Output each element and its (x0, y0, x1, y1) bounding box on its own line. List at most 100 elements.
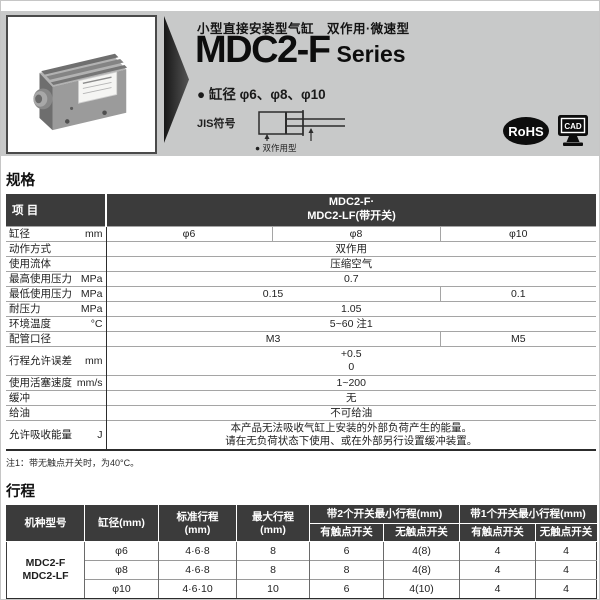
spec-row: 允许吸收能量 J 本产品无法吸收气缸上安装的外部负荷产生的能量。 请在无负荷状态下使用… (6, 420, 597, 450)
stroke-header-standard: 标准行程 (mm) (158, 505, 237, 542)
spec-row: 最低使用压力 MPa 0.15 0.1 (6, 286, 597, 302)
cad-icon: CAD (556, 114, 590, 152)
stroke-row: φ10 4·6·10 10 6 4(10) 4 4 (7, 579, 597, 599)
stroke-header-model: 机种型号 (6, 505, 85, 542)
spec-section-title: 规格 (6, 173, 35, 189)
spec-label-unit: J (97, 428, 103, 441)
spec-value-cell: +0.5 0 (106, 346, 597, 376)
product-photo (6, 15, 157, 154)
spec-value-cell: 不可给油 (106, 405, 597, 421)
series-title: MDC2-F Series (195, 29, 406, 72)
spec-row-label: 使用活塞速度 mm/s (6, 375, 107, 391)
stroke-max-cell: 8 (236, 560, 310, 580)
spec-label-text: 使用活塞速度 (9, 376, 72, 389)
stroke-one-contactless-cell: 4 (535, 579, 597, 599)
spec-label-text: 缸径 (9, 227, 30, 240)
stroke-header-contactless: 无触点开关 (383, 523, 461, 542)
spec-value-cell: M5 (440, 331, 597, 347)
header-arrow-decoration (164, 16, 189, 143)
spec-value-cell: φ8 (272, 226, 441, 242)
stroke-standard-cell: 4·6·8 (158, 541, 237, 561)
spec-row-label: 最高使用压力 MPa (6, 271, 107, 287)
stroke-header-contact: 有触点开关 (309, 523, 384, 542)
spec-label-text: 行程允许误差 (9, 354, 72, 367)
spec-value-cell: 0.15 (106, 286, 441, 302)
spec-row: 缓冲 无 (6, 390, 597, 406)
spec-col-header-model: MDC2-F· MDC2-LF(带开关) (106, 194, 597, 227)
spec-value-cell: φ10 (440, 226, 597, 242)
jis-cylinder-symbol-icon (253, 108, 353, 147)
stroke-one-contactless-cell: 4 (535, 560, 597, 580)
stroke-one-contact-cell: 4 (459, 541, 537, 561)
stroke-model-cell: MDC2-F MDC2-LF (6, 541, 85, 599)
stroke-header-bore: 缸径(mm) (84, 505, 159, 542)
spec-label-text: 环境温度 (9, 317, 51, 330)
spec-row: 缸径 mm φ6 φ8 φ10 (6, 226, 597, 242)
stroke-section-title: 行程 (6, 484, 35, 500)
spec-row-label: 配管口径 (6, 331, 107, 347)
stroke-bore-cell: φ6 (84, 541, 159, 561)
cylinder-product-image (32, 53, 127, 130)
spec-value-cell: φ6 (106, 226, 273, 242)
spec-row-label: 缓冲 (6, 390, 107, 406)
spec-row-label: 使用流体 (6, 256, 107, 272)
stroke-two-contactless-cell: 4(8) (383, 560, 461, 580)
stroke-two-contact-cell: 6 (309, 579, 384, 599)
spec-label-unit: mm/s (76, 376, 103, 389)
specifications-table: 项 目 MDC2-F· MDC2-LF(带开关) 缸径 mm φ6 φ8 φ10 动作方式 双作用… (6, 194, 597, 451)
jis-symbol-caption: ● 双作用型 (255, 143, 297, 153)
spec-label-text: 最高使用压力 (9, 272, 72, 285)
stroke-bore-cell: φ8 (84, 560, 159, 580)
spec-row: 行程允许误差 mm +0.5 0 (6, 346, 597, 376)
spec-row: 使用活塞速度 mm/s 1~200 (6, 375, 597, 391)
stroke-header-two-switch: 带2个开关最小行程(mm) (309, 505, 461, 524)
spec-value-cell: 0.1 (440, 286, 597, 302)
spec-label-text: 最低使用压力 (9, 287, 72, 300)
spec-row: 最高使用压力 MPa 0.7 (6, 271, 597, 287)
spec-row: 耐压力 MPa 1.05 (6, 301, 597, 317)
stroke-max-cell: 8 (236, 541, 310, 561)
stroke-standard-cell: 4·6·8 (158, 560, 237, 580)
spec-row-label: 给油 (6, 405, 107, 421)
stroke-bore-cell: φ10 (84, 579, 159, 599)
spec-value-cell: M3 (106, 331, 441, 347)
page-content: 规格 项 目 MDC2-F· MDC2-LF(带开关) 缸径 mm φ6 φ8 φ10 动作方式… (1, 169, 599, 599)
spec-label-text: 动作方式 (9, 242, 51, 255)
stroke-two-contactless-cell: 4(8) (383, 541, 461, 561)
spec-row: 给油 不可给油 (6, 405, 597, 421)
spec-row-label: 环境温度 °C (6, 316, 107, 332)
bore-sizes-line: ● 缸径 φ6、φ8、φ10 (197, 87, 326, 102)
spec-col-header-item: 项 目 (6, 194, 107, 227)
header-banner: 小型直接安装型气缸 双作用·微速型 MDC2-F Series ● 缸径 φ6、… (1, 11, 599, 156)
spec-row-label: 耐压力 MPa (6, 301, 107, 317)
spec-value-cell: 无 (106, 390, 597, 406)
spec-label-text: 使用流体 (9, 257, 51, 270)
spec-value-cell: 本产品无法吸收气缸上安装的外部负荷产生的能量。 请在无负荷状态下使用、或在外部另行… (106, 420, 597, 450)
stroke-standard-cell: 4·6·10 (158, 579, 237, 599)
stroke-two-contact-cell: 6 (309, 541, 384, 561)
spec-label-unit: °C (90, 317, 103, 330)
spec-label-text: 配管口径 (9, 332, 51, 345)
spec-label-unit: mm (85, 354, 103, 367)
stroke-two-contact-cell: 8 (309, 560, 384, 580)
spec-value-cell: 1~200 (106, 375, 597, 391)
spec-row-label: 动作方式 (6, 241, 107, 257)
spec-value-cell: 1.05 (106, 301, 597, 317)
stroke-header-contactless: 无触点开关 (535, 523, 598, 542)
rohs-badge: RoHS (503, 117, 549, 145)
series-suffix: Series (336, 41, 406, 67)
cad-icon-text: CAD (564, 122, 582, 131)
spec-label-text: 耐压力 (9, 302, 41, 315)
spec-label-text: 给油 (9, 406, 30, 419)
spec-label-unit: MPa (80, 302, 103, 315)
spec-value-cell: 0.7 (106, 271, 597, 287)
stroke-row: φ8 4·6·8 8 8 4(8) 4 4 (7, 560, 597, 580)
product-subtitle: 小型直接安装型气缸 双作用·微速型 (197, 22, 410, 36)
spec-label-text: 允许吸收能量 (9, 428, 72, 441)
stroke-header-max: 最大行程 (mm) (236, 505, 310, 542)
spec-value-cell: 双作用 (106, 241, 597, 257)
stroke-one-contact-cell: 4 (459, 579, 537, 599)
stroke-table: 机种型号 缸径(mm) 标准行程 (mm) 最大行程 (mm) 带2个开关最小行程(mm) 带… (6, 505, 598, 599)
jis-symbol-label: JIS符号 (197, 118, 236, 130)
